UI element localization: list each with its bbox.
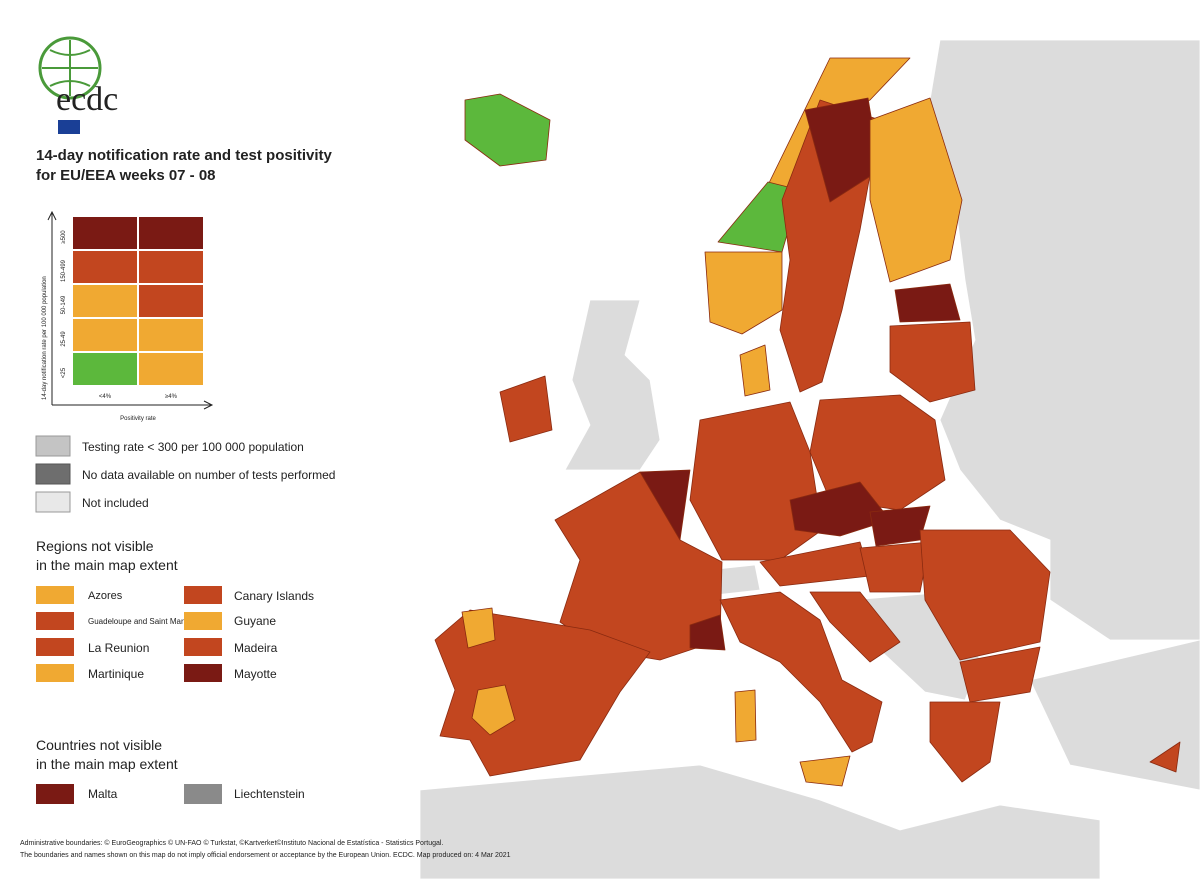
region-label: Guadeloupe and Saint Martin: [88, 617, 192, 626]
legend-label: No data available on number of tests per…: [82, 468, 335, 482]
title-line: for EU/EEA weeks 07 - 08: [36, 167, 216, 184]
hungary: [859, 541, 931, 593]
romania: [919, 529, 1051, 661]
matrix-x-tick: ≥4%: [165, 394, 178, 400]
sardinia: [734, 689, 757, 743]
cyprus: [1149, 741, 1181, 773]
france: [554, 471, 723, 661]
finland: [869, 97, 963, 283]
section-title: Regions not visible: [36, 538, 154, 554]
slovakia: [869, 505, 931, 547]
region-label: Mayotte: [234, 667, 277, 681]
norway-south: [704, 251, 783, 335]
uk: [564, 299, 661, 471]
matrix: [71, 215, 205, 387]
legend-label: Testing rate < 300 per 100 000 populatio…: [82, 440, 304, 454]
north-africa: [419, 764, 1101, 879]
latvia-lithuania: [889, 321, 976, 403]
greece: [929, 701, 1001, 783]
logo-text: ecdc: [56, 81, 118, 118]
country-label: Malta: [88, 787, 118, 801]
section-title: in the main map extent: [36, 756, 178, 772]
region-label: Martinique: [88, 667, 144, 681]
legend-label: Not included: [82, 496, 149, 510]
logo: ecdc: [38, 36, 118, 134]
region-label: La Reunion: [88, 641, 149, 655]
matrix-y-tick: 50-149: [61, 295, 67, 314]
bulgaria: [959, 646, 1041, 703]
footer: The boundaries and names shown on this m…: [20, 852, 511, 859]
section-title: in the main map extent: [36, 557, 178, 573]
section-title: Countries not visible: [36, 737, 162, 753]
title-line: 14-day notification rate and test positi…: [36, 147, 333, 164]
region-label: Guyane: [234, 614, 276, 628]
matrix-y-tick: <25: [61, 367, 67, 378]
matrix-y-tick: 150-499: [61, 259, 67, 282]
matrix-x-tick: <4%: [99, 394, 112, 400]
iceland: [464, 93, 551, 167]
estonia: [894, 283, 961, 323]
matrix-y-label: 14-day notification rate per 100 000 pop…: [42, 276, 48, 400]
country-label: Liechtenstein: [234, 787, 305, 801]
footer: Administrative boundaries: © EuroGeograp…: [20, 839, 443, 847]
region-label: Canary Islands: [234, 589, 314, 603]
denmark: [739, 344, 771, 397]
spain-region: [471, 684, 516, 736]
matrix-x-label: Positivity rate: [120, 416, 156, 422]
italy: [719, 591, 883, 753]
region-label: Madeira: [234, 641, 278, 655]
czechia: [789, 481, 891, 537]
poland: [809, 394, 946, 511]
ireland: [499, 375, 553, 443]
italy-north: [689, 614, 726, 651]
region-label: Azores: [88, 590, 123, 602]
spain-north: [461, 607, 496, 649]
germany: [689, 401, 823, 561]
matrix-y-tick: ≥500: [61, 230, 67, 244]
map: [419, 39, 1200, 879]
turkey: [1029, 639, 1200, 791]
croatia-slovenia: [809, 591, 901, 663]
sicily: [799, 755, 851, 787]
spain-portugal: [434, 609, 651, 777]
matrix-y-tick: 25-49: [61, 331, 67, 347]
